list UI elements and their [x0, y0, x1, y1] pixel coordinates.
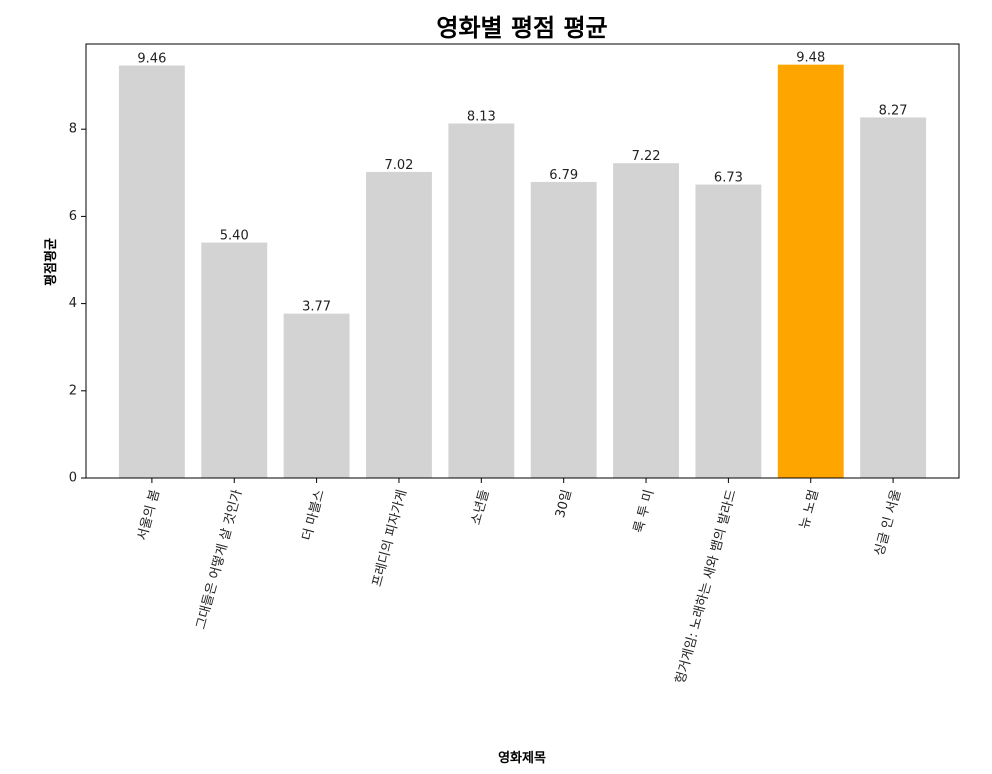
- x-tick-label: 헝거게임: 노래하는 새와 뱀의 발라드: [673, 488, 739, 685]
- bar: [695, 184, 762, 478]
- bar: [777, 64, 844, 479]
- x-tick-label: 그대들은 어떻게 살 것인가: [194, 488, 246, 631]
- x-tick-label: 더 마블스: [300, 488, 328, 542]
- x-tick-label: 싱글 인 서울: [872, 488, 904, 558]
- bar: [860, 117, 927, 479]
- bar-value-label: 7.22: [632, 149, 661, 164]
- bar: [283, 313, 350, 478]
- bar: [448, 123, 515, 478]
- x-tick-label: 30일: [553, 488, 575, 519]
- bar-value-label: 6.79: [549, 168, 578, 183]
- x-tick-label: 서울의 봄: [135, 488, 163, 542]
- bar: [366, 171, 432, 479]
- bar: [530, 181, 597, 478]
- bar-value-label: 8.13: [467, 110, 496, 125]
- bar-value-label: 7.02: [384, 158, 413, 173]
- x-tick-label: 소년들: [469, 488, 493, 527]
- bar-value-label: 3.77: [302, 300, 331, 315]
- bar-value-label: 8.27: [879, 103, 908, 118]
- x-tick-label: 뉴 노멀: [797, 488, 822, 531]
- x-tick-label: 룩 투 미: [631, 488, 657, 535]
- bar-value-label: 6.73: [714, 171, 743, 186]
- x-tick-label: 프레디의 피자가게: [370, 488, 410, 588]
- bar: [118, 65, 185, 478]
- axes-frame: [85, 43, 960, 479]
- y-tick-label: 2: [69, 383, 77, 398]
- x-axis-label: 영화제목: [498, 750, 546, 766]
- bar-value-label: 5.40: [220, 229, 249, 244]
- y-axis-label: 평점평균: [43, 238, 59, 286]
- y-tick-label: 4: [69, 296, 77, 311]
- chart-title: 영화별 평점 평균: [436, 14, 607, 42]
- bar-value-label: 9.46: [137, 52, 166, 67]
- plot-area: 9.46 서울의 봄 5.40 그대들은 어떻게 살 것인가 3.77 더 마블스 7.02…: [69, 43, 960, 685]
- bar: [201, 242, 268, 478]
- bar-value-label: 9.48: [796, 51, 825, 66]
- y-tick-label: 0: [69, 471, 77, 486]
- y-tick-label: 6: [69, 209, 77, 224]
- y-tick-label: 8: [69, 122, 77, 137]
- bar: [613, 163, 679, 478]
